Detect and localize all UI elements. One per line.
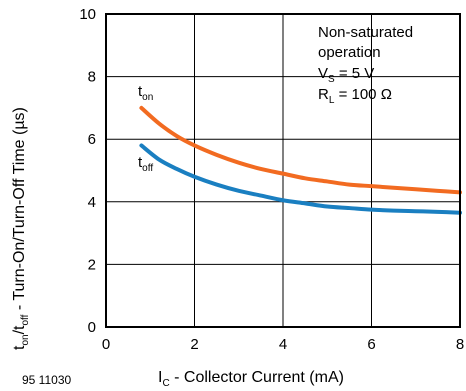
y-tick-label: 6 [88,131,96,148]
series-label-on: ton [138,83,153,103]
plot-frame [105,13,461,328]
annotation-line2: operation [318,44,381,61]
series-line-off [139,143,462,215]
x-tick-label: 4 [279,336,287,353]
series-line-on [139,105,462,195]
x-tick-label: 6 [367,336,375,353]
grid-lines [106,14,460,327]
y-tick-labels: 0 2 4 6 8 10 [79,6,96,336]
series-layer [139,105,462,215]
y-tick-label: 2 [88,256,96,273]
y-tick-label: 8 [88,69,96,86]
annotation-line1: Non-saturated [318,24,413,41]
x-tick-label: 0 [102,336,110,353]
y-tick-label: 10 [79,6,96,23]
x-tick-label: 2 [190,336,198,353]
figure-number: 95 11030 [22,373,71,387]
annotation-rl: RL = 100 Ω [318,86,392,106]
y-axis-title: ton/toff - Turn-On/Turn-Off Time (µs) [11,107,31,350]
x-tick-label: 8 [456,336,464,353]
series-label-off: toff [138,154,153,174]
x-tick-labels: 0 2 4 6 8 [102,336,464,353]
annotation-vs: VS = 5 V [318,65,374,85]
y-tick-label: 0 [88,319,96,336]
x-axis-title: IC - Collector Current (mA) [158,369,344,389]
y-tick-label: 4 [88,194,96,211]
